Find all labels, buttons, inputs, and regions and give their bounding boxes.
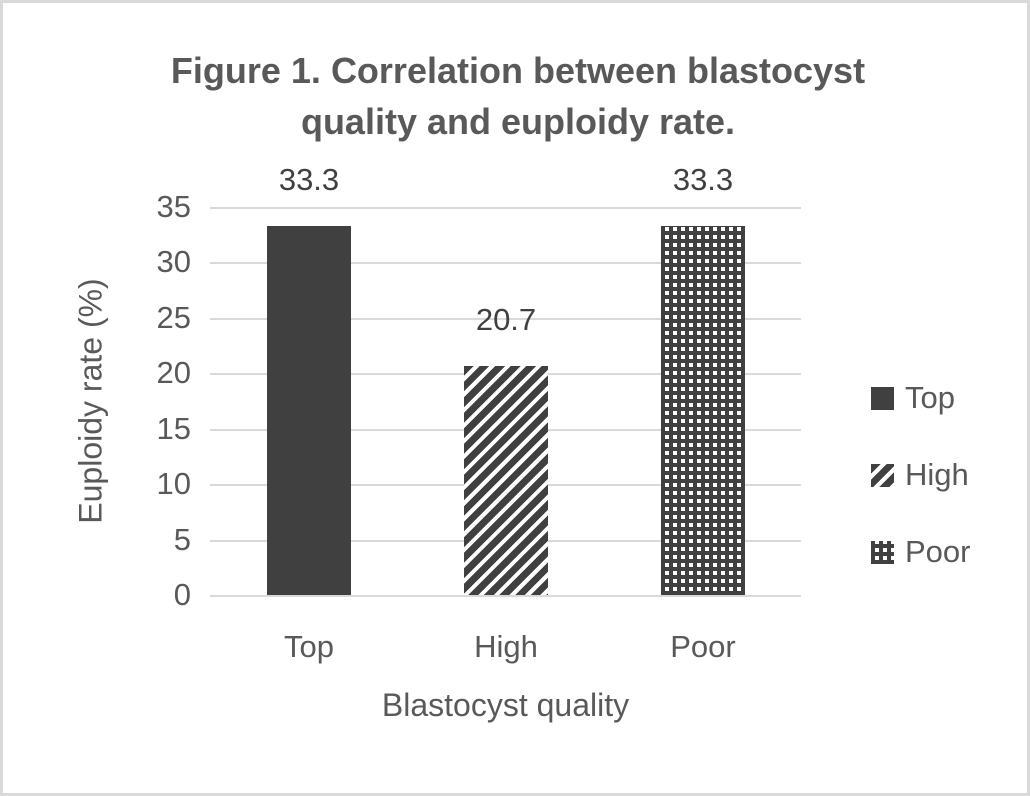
x-tick-label-top: Top [284, 629, 334, 664]
legend-item-poor: Poor [871, 534, 970, 570]
y-tick-label: 35 [156, 189, 191, 224]
legend-swatch-solid-icon [871, 386, 894, 410]
data-label-top: 33.3 [278, 162, 340, 197]
gridline-35 [210, 207, 801, 209]
legend-label: Top [905, 380, 955, 415]
bar-high [464, 366, 548, 595]
gridline-30 [210, 262, 801, 264]
data-label-high: 20.7 [475, 302, 537, 337]
y-tick-label: 15 [156, 411, 191, 446]
legend-item-high: High [871, 457, 969, 493]
bar-top [267, 226, 351, 595]
bar-poor [661, 226, 745, 595]
x-tick-label-high: High [474, 629, 538, 664]
y-tick-label: 30 [156, 244, 191, 279]
y-tick-label: 10 [156, 466, 191, 501]
legend-label: High [905, 457, 969, 492]
y-tick-label: 25 [156, 300, 191, 335]
data-label-poor: 33.3 [672, 162, 734, 197]
x-axis-title: Blastocyst quality [381, 687, 630, 723]
x-tick-label-poor: Poor [670, 629, 736, 664]
y-tick-label: 20 [156, 355, 191, 390]
legend-swatch-stripes-icon [871, 463, 894, 487]
chart-title: Figure 1. Correlation between blastocyst… [170, 50, 866, 143]
x-axis-line [210, 595, 801, 597]
y-tick-label: 0 [173, 577, 191, 612]
legend-item-top: Top [871, 380, 955, 416]
gridline-25 [210, 318, 801, 320]
y-tick-label: 5 [173, 522, 191, 557]
legend-swatch-checker-icon [871, 540, 894, 564]
legend-label: Poor [905, 534, 971, 569]
